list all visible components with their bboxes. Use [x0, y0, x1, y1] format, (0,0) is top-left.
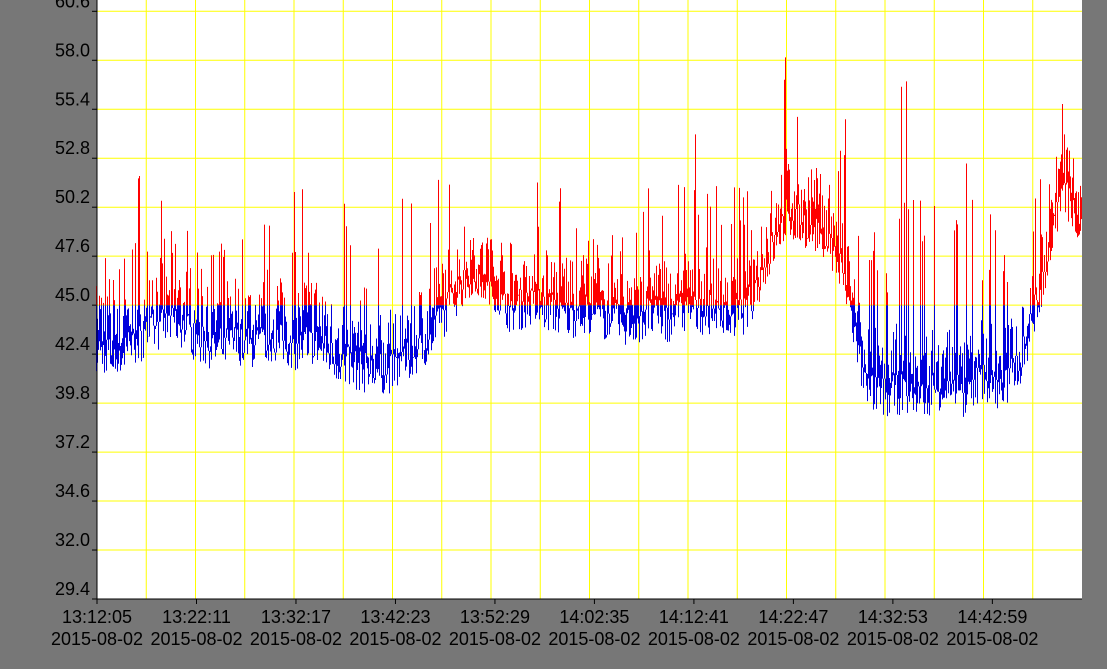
x-tick-time-label: 14:42:59 [957, 607, 1027, 627]
y-tick-label: 47.6 [55, 236, 90, 256]
y-tick-label: 37.2 [55, 432, 90, 452]
y-tick-label: 52.8 [55, 138, 90, 158]
y-tick-label: 50.2 [55, 187, 90, 207]
x-tick-time-label: 14:02:35 [559, 607, 629, 627]
x-tick-date-label: 2015-08-02 [946, 629, 1038, 649]
x-tick-time-label: 13:52:29 [460, 607, 530, 627]
x-tick-date-label: 2015-08-02 [847, 629, 939, 649]
x-tick-time-label: 13:12:05 [62, 607, 132, 627]
y-tick-label: 32.0 [55, 530, 90, 550]
x-tick-date-label: 2015-08-02 [250, 629, 342, 649]
x-tick-date-label: 2015-08-02 [349, 629, 441, 649]
x-tick-time-label: 13:42:23 [360, 607, 430, 627]
x-tick-time-label: 14:12:41 [659, 607, 729, 627]
y-tick-label: 34.6 [55, 481, 90, 501]
x-tick-date-label: 2015-08-02 [747, 629, 839, 649]
y-tick-label: 29.4 [55, 579, 90, 599]
x-tick-time-label: 14:22:47 [758, 607, 828, 627]
x-tick-time-label: 13:32:17 [261, 607, 331, 627]
x-tick-time-label: 13:22:11 [162, 607, 231, 627]
x-tick-date-label: 2015-08-02 [648, 629, 740, 649]
x-tick-time-label: 14:32:53 [858, 607, 928, 627]
x-tick-date-label: 2015-08-02 [150, 629, 242, 649]
y-axis-ticks: 60.6 58.0 55.4 52.8 50.2 47.6 45.0 42.4 39.8 37.2… [55, 0, 97, 600]
x-tick-date-label: 2015-08-02 [449, 629, 541, 649]
y-tick-label: 60.6 [55, 0, 90, 11]
y-tick-label: 45.0 [55, 285, 90, 305]
y-tick-label: 58.0 [55, 40, 90, 60]
x-tick-date-label: 2015-08-02 [548, 629, 640, 649]
y-tick-label: 39.8 [55, 383, 90, 403]
y-tick-label: 42.4 [55, 334, 90, 354]
grid-lines [97, 0, 1082, 600]
x-axis-ticks: 13:12:052015-08-0213:22:112015-08-0213:3… [51, 599, 1038, 649]
x-tick-date-label: 2015-08-02 [51, 629, 143, 649]
series-group [96, 57, 1082, 417]
y-tick-label: 55.4 [55, 89, 90, 109]
